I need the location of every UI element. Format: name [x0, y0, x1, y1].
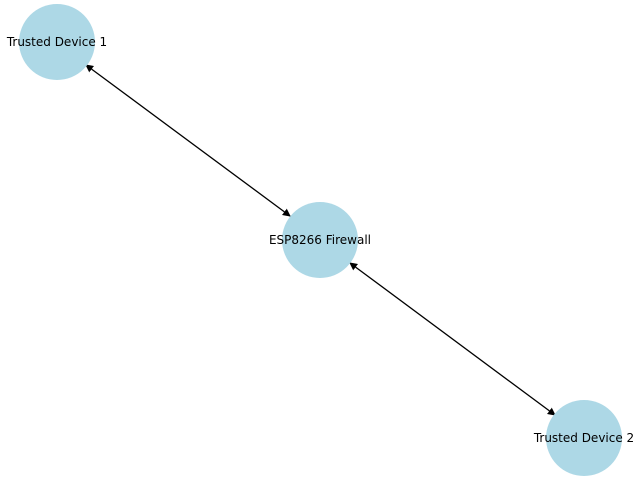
edge-firewall-device2 [349, 262, 556, 416]
node-label: Trusted Device 2 [533, 431, 634, 445]
node-circle [546, 400, 622, 476]
nodes-layer: Trusted Device 1 ESP8266 Firewall Truste… [6, 4, 634, 476]
node-circle [19, 4, 95, 80]
node-label: ESP8266 Firewall [269, 233, 371, 247]
edge-device1-firewall [85, 64, 291, 217]
node-trusted-device-2[interactable]: Trusted Device 2 [533, 400, 634, 476]
edges-layer [85, 64, 556, 416]
node-trusted-device-1[interactable]: Trusted Device 1 [6, 4, 107, 80]
node-circle [282, 202, 358, 278]
node-esp8266-firewall[interactable]: ESP8266 Firewall [269, 202, 371, 278]
node-label: Trusted Device 1 [6, 35, 107, 49]
